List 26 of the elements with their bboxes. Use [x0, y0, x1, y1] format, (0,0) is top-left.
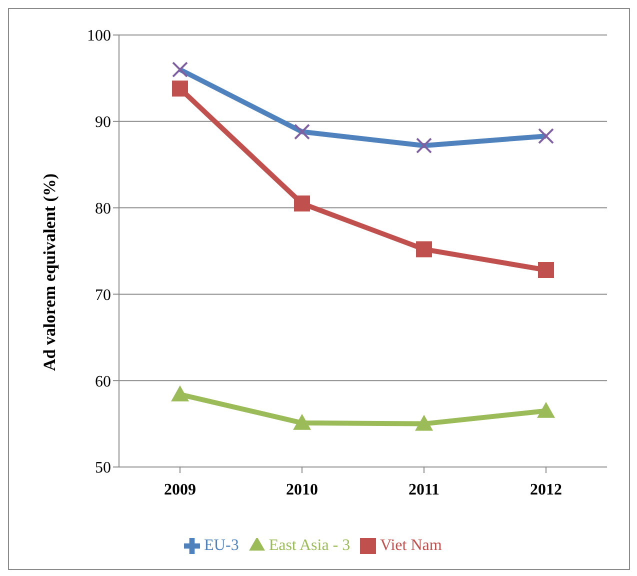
x-tick-label: 2012 [530, 481, 562, 498]
y-tick-label: 100 [87, 28, 111, 45]
y-tick-label: 90 [95, 114, 111, 132]
point [538, 128, 554, 144]
y-tick-label: 50 [95, 460, 111, 477]
legend-label: East Asia - 3 [268, 537, 350, 554]
point [294, 195, 310, 212]
y-tick-label: 60 [95, 373, 111, 390]
legend-label: Viet Nam [380, 537, 442, 554]
point [538, 262, 554, 278]
point [294, 124, 310, 140]
x-tick-label: 2009 [164, 481, 196, 498]
legend-label: EU-3 [204, 537, 239, 554]
x-tick-label: 2010 [286, 481, 318, 498]
point [172, 80, 188, 97]
point [537, 402, 555, 418]
y-axis-title: Ad valorem equivalent (%) [40, 173, 60, 371]
point [415, 414, 433, 431]
point [293, 414, 311, 430]
point [172, 62, 188, 78]
y-tick-label: 70 [95, 286, 111, 304]
point [171, 385, 189, 402]
point [416, 241, 432, 258]
x-tick-label: 2011 [408, 481, 440, 498]
point [416, 138, 432, 154]
y-tick-label: 80 [95, 200, 111, 218]
